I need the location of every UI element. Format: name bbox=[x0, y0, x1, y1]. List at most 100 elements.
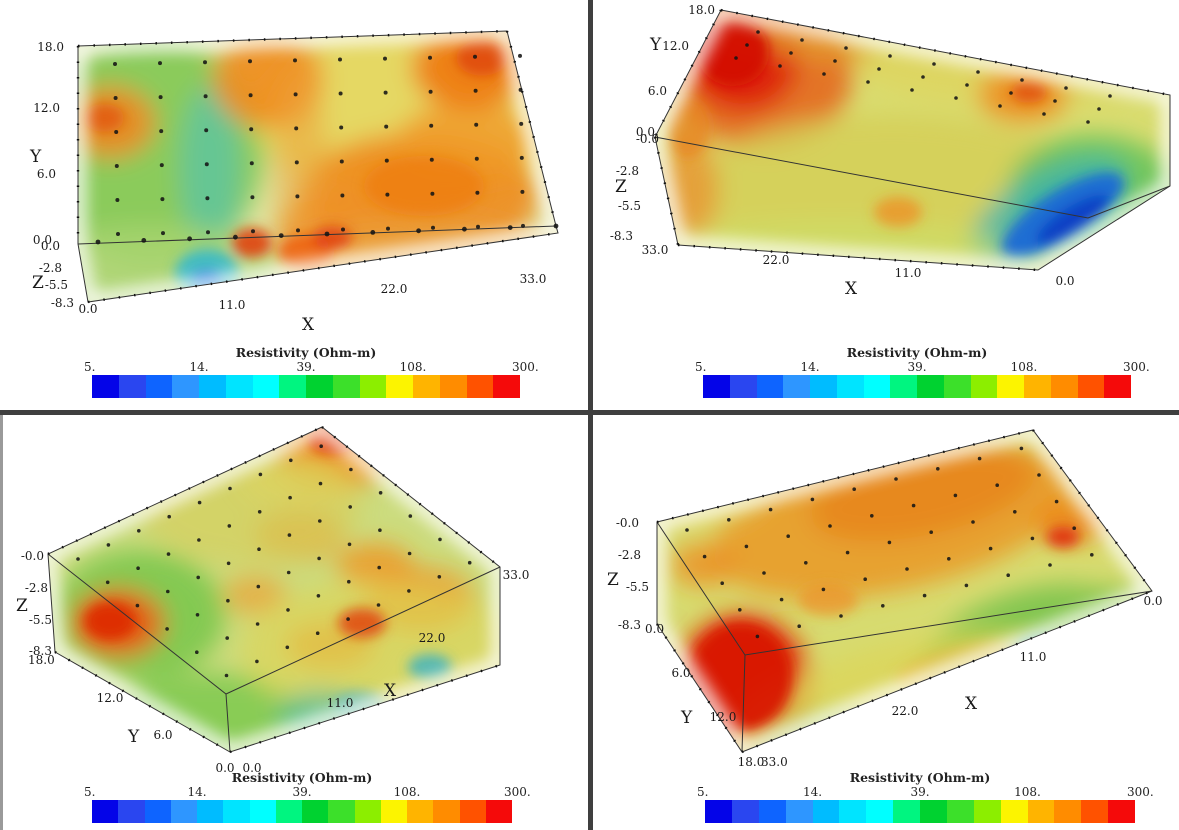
colorbar-tick: 5. bbox=[694, 360, 707, 374]
x-tick-label: 0.0 bbox=[242, 761, 261, 775]
y-tick-label: 6.0 bbox=[671, 666, 690, 680]
volume-render-top-left: Y 18.0 12.0 6.0 0.0 Z 0.0 -2.8 -5.5 -8.3… bbox=[29, 29, 559, 335]
y-tick-label: 18.0 bbox=[688, 3, 715, 17]
x-axis-label: X bbox=[845, 279, 858, 299]
surface-line-dots bbox=[95, 223, 559, 245]
x-tick-label: 33.0 bbox=[520, 272, 547, 286]
y-tick-label: 0.0 bbox=[33, 233, 52, 247]
z-tick-label: 0.0 bbox=[41, 239, 60, 253]
y-axis-label: Y bbox=[649, 35, 662, 55]
volume-body bbox=[655, 10, 1170, 270]
z-tick-label: -8.3 bbox=[29, 644, 52, 658]
y-tick-label: 12.0 bbox=[33, 101, 60, 115]
electrode-dots bbox=[734, 30, 1112, 124]
z-axis-label: Z bbox=[615, 177, 627, 197]
colorbar-tick: 300. bbox=[1122, 360, 1150, 374]
colorbar-title: Resistivity (Ohm-m) bbox=[235, 345, 377, 360]
electrode-dots bbox=[76, 444, 472, 678]
volume-render-bottom-left: Z -0.0 -2.8 -5.5 -8.3 Y 18.0 12.0 6.0 0.… bbox=[16, 425, 529, 775]
box-edges bbox=[656, 429, 1153, 753]
colorbar-title: Resistivity (Ohm-m) bbox=[231, 770, 373, 785]
colorbar-tick: 14. bbox=[187, 785, 207, 799]
x-axis-label: X bbox=[965, 694, 978, 714]
y-tick-label: 6.0 bbox=[153, 728, 172, 742]
colorbar-ticks: 5. 14. 39. 108. 300. bbox=[695, 360, 1150, 375]
colorbar: Resistivity (Ohm-m) 5. 14. 39. 108. 300. bbox=[84, 770, 531, 823]
y-axis-label: Y bbox=[29, 147, 42, 167]
colorbar-tick: 108. bbox=[399, 360, 427, 374]
panel-bottom-right: Z -0.0 -2.8 -5.5 -8.3 Y 0.0 6.0 12.0 18.… bbox=[593, 415, 1179, 830]
z-axis-label: Z bbox=[16, 596, 28, 616]
z-axis-label: Z bbox=[607, 570, 619, 590]
colorbar-ticks: 5. 14. 39. 108. 300. bbox=[697, 785, 1154, 800]
x-tick-label: 0.0 bbox=[1143, 594, 1162, 608]
colorbar-tick: 5. bbox=[83, 785, 96, 799]
y-tick-label: 6.0 bbox=[648, 84, 667, 98]
axis-labels: Z -0.0 -2.8 -5.5 -8.3 Y 18.0 12.0 6.0 0.… bbox=[16, 549, 529, 775]
x-tick-label: 11.0 bbox=[895, 266, 922, 280]
x-axis-label: X bbox=[384, 681, 397, 701]
x-tick-label: 11.0 bbox=[219, 298, 246, 312]
colorbar-tick: 300. bbox=[1126, 785, 1154, 799]
z-tick-label: -2.8 bbox=[25, 581, 48, 595]
y-tick-label: 18.0 bbox=[37, 40, 64, 54]
colorbar-tick: 5. bbox=[83, 360, 96, 374]
colorbar-title: Resistivity (Ohm-m) bbox=[846, 345, 988, 360]
x-tick-label: 33.0 bbox=[761, 755, 788, 769]
y-tick-label: 0.0 bbox=[215, 761, 234, 775]
volume-body bbox=[48, 427, 500, 752]
colorbar-tick: 5. bbox=[696, 785, 709, 799]
colorbar-title: Resistivity (Ohm-m) bbox=[849, 770, 991, 785]
z-tick-label: -0.0 bbox=[21, 549, 44, 563]
y-tick-label: 12.0 bbox=[710, 710, 737, 724]
x-tick-label: 22.0 bbox=[419, 631, 446, 645]
panel-edge-strip bbox=[0, 415, 3, 830]
colorbar-gradient bbox=[705, 800, 1135, 823]
x-tick-label: 11.0 bbox=[1020, 650, 1047, 664]
z-tick-label: -0.0 bbox=[636, 132, 659, 146]
axis-labels: Y 18.0 12.0 6.0 0.0 Z 0.0 -2.8 -5.5 -8.3… bbox=[29, 40, 546, 335]
colorbar: Resistivity (Ohm-m) 5. 14. 39. 108. 300. bbox=[84, 345, 539, 398]
colorbar-ticks: 5. 14. 39. 108. 300. bbox=[84, 360, 539, 375]
axis-labels: Z -0.0 -2.8 -5.5 -8.3 Y 0.0 6.0 12.0 18.… bbox=[607, 516, 1163, 769]
axis-tick-dashes bbox=[47, 425, 501, 754]
panel-top-right: Y 18.0 12.0 6.0 0.0 Z -0.0 -2.8 -5.5 -8.… bbox=[593, 0, 1179, 410]
electrode-dots bbox=[113, 53, 525, 236]
colorbar-gradient bbox=[92, 375, 520, 398]
colorbar-gradient bbox=[92, 800, 512, 823]
colorbar-tick: 14. bbox=[800, 360, 820, 374]
axis-labels: Y 18.0 12.0 6.0 0.0 Z -0.0 -2.8 -5.5 -8.… bbox=[610, 3, 1075, 299]
panel-divider-vertical bbox=[588, 0, 593, 830]
z-tick-label: -0.0 bbox=[616, 516, 639, 530]
y-tick-label: 18.0 bbox=[738, 755, 765, 769]
x-tick-label: 33.0 bbox=[642, 243, 669, 257]
colorbar-tick: 14. bbox=[802, 785, 823, 799]
y-tick-label: 12.0 bbox=[97, 691, 124, 705]
colorbar-tick: 14. bbox=[189, 360, 209, 374]
electrode-dots bbox=[685, 446, 1094, 639]
z-tick-label: -8.3 bbox=[618, 618, 641, 632]
colorbar: Resistivity (Ohm-m) 5. 14. 39. 108. 300. bbox=[697, 770, 1154, 823]
colorbar-ticks: 5. 14. 39. 108. 300. bbox=[84, 785, 531, 800]
colorbar-tick: 108. bbox=[1014, 785, 1041, 799]
colorbar-gradient bbox=[703, 375, 1131, 398]
axis-tick-dashes bbox=[76, 29, 559, 304]
x-tick-label: 0.0 bbox=[78, 302, 97, 316]
colorbar-tick: 300. bbox=[503, 785, 531, 799]
z-axis-label: Z bbox=[32, 273, 44, 293]
colorbar: Resistivity (Ohm-m) 5. 14. 39. 108. 300. bbox=[695, 345, 1150, 398]
colorbar-tick: 39. bbox=[910, 785, 930, 799]
z-tick-label: -2.8 bbox=[39, 261, 62, 275]
y-tick-label: 12.0 bbox=[662, 39, 689, 53]
volume-render-bottom-right: Z -0.0 -2.8 -5.5 -8.3 Y 0.0 6.0 12.0 18.… bbox=[607, 428, 1163, 769]
z-tick-label: -2.8 bbox=[618, 548, 641, 562]
y-tick-label: 6.0 bbox=[37, 167, 56, 181]
z-tick-label: -8.3 bbox=[51, 296, 74, 310]
z-tick-label: -8.3 bbox=[610, 229, 633, 243]
x-tick-label: 22.0 bbox=[381, 282, 408, 296]
colorbar-tick: 39. bbox=[907, 360, 927, 374]
panel-top-left: Y 18.0 12.0 6.0 0.0 Z 0.0 -2.8 -5.5 -8.3… bbox=[0, 0, 588, 410]
x-tick-label: 0.0 bbox=[1055, 274, 1074, 288]
z-tick-label: -5.5 bbox=[626, 580, 649, 594]
